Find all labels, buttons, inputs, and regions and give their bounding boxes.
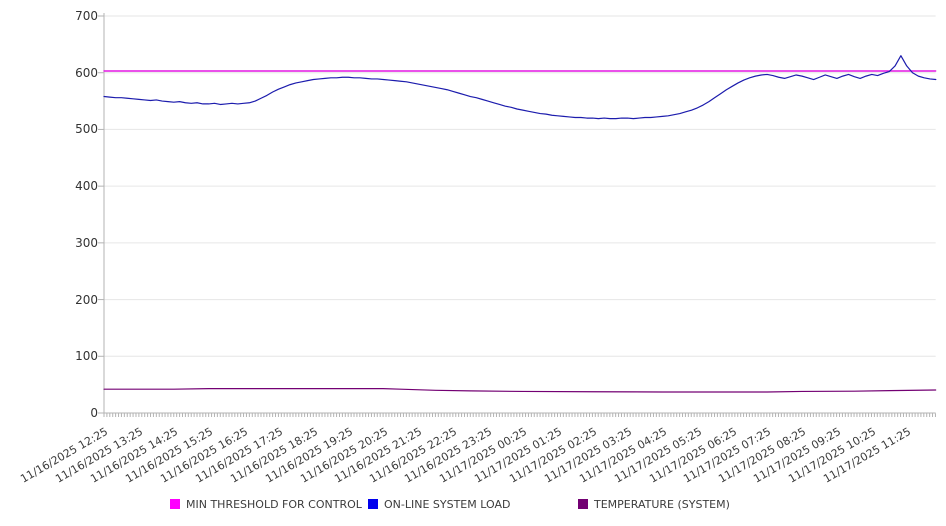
legend-label-min-threshold: MIN THRESHOLD FOR CONTROL	[186, 497, 362, 511]
series-line-1	[103, 55, 937, 120]
y-tick-label: 0	[90, 406, 98, 420]
y-tick-label: 500	[75, 122, 98, 137]
y-tick-label: 300	[75, 235, 98, 250]
legend-swatch-min-threshold-icon	[170, 499, 180, 509]
y-tick-label: 700	[75, 9, 98, 23]
legend-label-system-load: ON-LINE SYSTEM LOAD	[384, 497, 511, 511]
legend-item-system-load: ON-LINE SYSTEM LOAD	[368, 496, 510, 512]
legend-item-min-threshold: MIN THRESHOLD FOR CONTROL	[170, 496, 362, 512]
y-tick-label: 200	[75, 292, 98, 307]
series-line-2	[103, 388, 937, 393]
legend: MIN THRESHOLD FOR CONTROL ON-LINE SYSTEM…	[0, 496, 946, 516]
legend-swatch-system-load-icon	[368, 499, 378, 509]
x-minor-ticks	[103, 413, 936, 417]
legend-label-temperature: TEMPERATURE (SYSTEM)	[594, 497, 730, 511]
y-tick-label: 100	[75, 349, 98, 364]
legend-swatch-temperature-icon	[578, 499, 588, 509]
legend-item-temperature: TEMPERATURE (SYSTEM)	[578, 496, 730, 512]
y-tick-label: 400	[75, 179, 98, 194]
y-tick-label: 600	[75, 65, 98, 80]
